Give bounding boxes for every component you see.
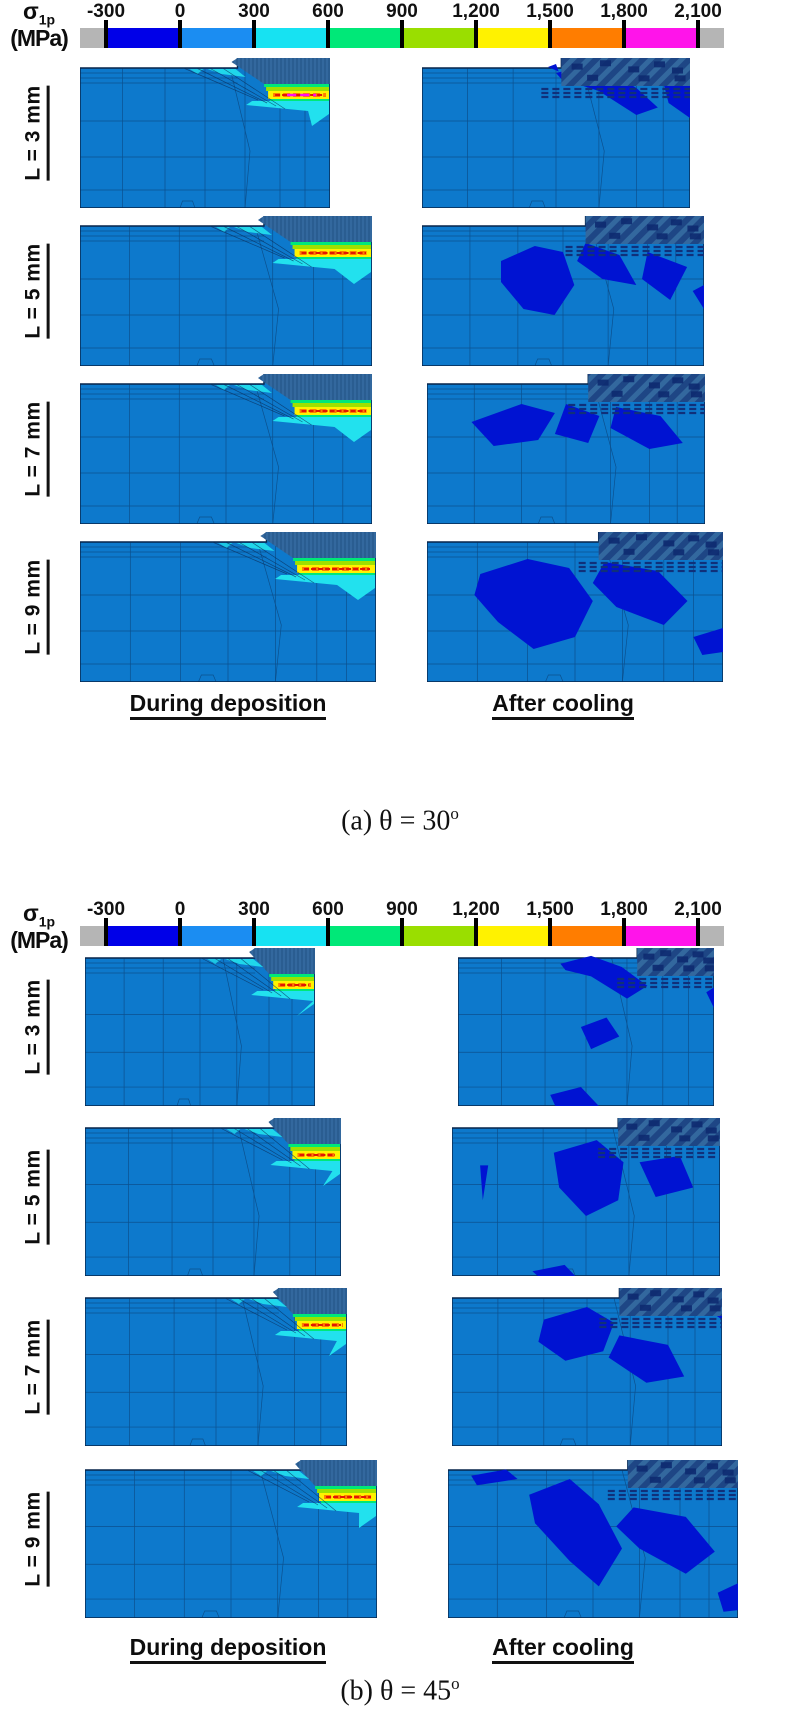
row-label-a-2: L = 5 mm xyxy=(6,216,66,366)
svg-text:600: 600 xyxy=(312,900,344,920)
svg-text:900: 900 xyxy=(386,900,418,920)
unit-label: (MPa) xyxy=(10,926,69,953)
svg-text:1,500: 1,500 xyxy=(526,2,574,22)
row-label-text: L = 7 mm xyxy=(22,401,50,497)
svg-text:1,800: 1,800 xyxy=(600,2,648,22)
plot-b-row2-during-deposition xyxy=(85,1118,341,1276)
plot-a-row1-during-deposition xyxy=(80,58,330,208)
panel-b: σ1p (MPa) -300 0 300 600 900 1,200 1,500 1,800 2… xyxy=(0,860,800,1720)
row-label-b-2: L = 5 mm xyxy=(6,1118,66,1276)
svg-text:300: 300 xyxy=(238,2,270,22)
panel-a: σ1p (MPa) -300 0 300 600 900 1,200 1,500 1,800 2… xyxy=(0,0,724,837)
svg-text:300: 300 xyxy=(238,900,270,920)
plot-b-row1-after-cooling xyxy=(458,948,714,1106)
row-label-text: L = 9 mm xyxy=(22,1491,50,1587)
svg-text:1,200: 1,200 xyxy=(452,2,500,22)
svg-text:0: 0 xyxy=(175,900,186,920)
row-label-text: L = 5 mm xyxy=(22,243,50,339)
column-label-during: During deposition xyxy=(78,690,378,720)
sigma-symbol: σ1p xyxy=(22,900,56,930)
svg-text:900: 900 xyxy=(386,2,418,22)
svg-text:1,500: 1,500 xyxy=(526,900,574,920)
row-label-a-4: L = 9 mm xyxy=(6,532,66,682)
row-label-text: L = 3 mm xyxy=(22,979,50,1075)
row-label-text: L = 3 mm xyxy=(22,85,50,181)
caption-a: (a) θ = 30o xyxy=(341,804,459,837)
row-label-b-3: L = 7 mm xyxy=(6,1288,66,1446)
unit-label: (MPa) xyxy=(10,24,69,51)
column-label-during: During deposition xyxy=(78,1634,378,1664)
plot-b-row3-after-cooling xyxy=(452,1288,722,1446)
plot-a-row3-during-deposition xyxy=(80,374,372,524)
svg-text:1,800: 1,800 xyxy=(600,900,648,920)
colorbar-unit-label: σ1p (MPa) xyxy=(0,0,78,50)
row-label-text: L = 9 mm xyxy=(22,559,50,655)
svg-text:2,100: 2,100 xyxy=(674,900,722,920)
plot-a-row2-after-cooling xyxy=(422,216,704,366)
plot-a-row1-after-cooling xyxy=(422,58,690,208)
row-label-b-1: L = 3 mm xyxy=(6,948,66,1106)
row-label-text: L = 7 mm xyxy=(22,1319,50,1415)
caption-b: (b) θ = 45o xyxy=(340,1674,460,1707)
svg-text:-300: -300 xyxy=(87,2,125,22)
svg-text:1,200: 1,200 xyxy=(452,900,500,920)
plot-b-row2-after-cooling xyxy=(452,1118,720,1276)
plot-b-row4-after-cooling xyxy=(448,1460,738,1618)
row-label-b-4: L = 9 mm xyxy=(6,1460,66,1618)
plot-a-row4-after-cooling xyxy=(427,532,723,682)
plot-b-row1-during-deposition xyxy=(85,948,315,1106)
plot-a-row4-during-deposition xyxy=(80,532,376,682)
column-label-after: After cooling xyxy=(418,1634,708,1664)
stress-colorbar: -300 0 300 600 900 1,200 1,500 1,800 2,100 xyxy=(80,900,724,946)
plot-a-row2-during-deposition xyxy=(80,216,372,366)
svg-text:-300: -300 xyxy=(87,900,125,920)
plot-a-row3-after-cooling xyxy=(427,374,705,524)
plot-b-row3-during-deposition xyxy=(85,1288,347,1446)
svg-text:2,100: 2,100 xyxy=(674,2,722,22)
row-label-a-1: L = 3 mm xyxy=(6,58,66,208)
svg-text:600: 600 xyxy=(312,2,344,22)
column-label-after: After cooling xyxy=(418,690,708,720)
colorbar-unit-label: σ1p (MPa) xyxy=(0,900,78,953)
plot-b-row4-during-deposition xyxy=(85,1460,377,1618)
row-label-text: L = 5 mm xyxy=(22,1149,50,1245)
sigma-symbol: σ1p xyxy=(22,0,56,28)
row-label-a-3: L = 7 mm xyxy=(6,374,66,524)
svg-text:0: 0 xyxy=(175,2,186,22)
stress-colorbar: -300 0 300 600 900 1,200 1,500 1,800 2,100 xyxy=(80,2,724,48)
